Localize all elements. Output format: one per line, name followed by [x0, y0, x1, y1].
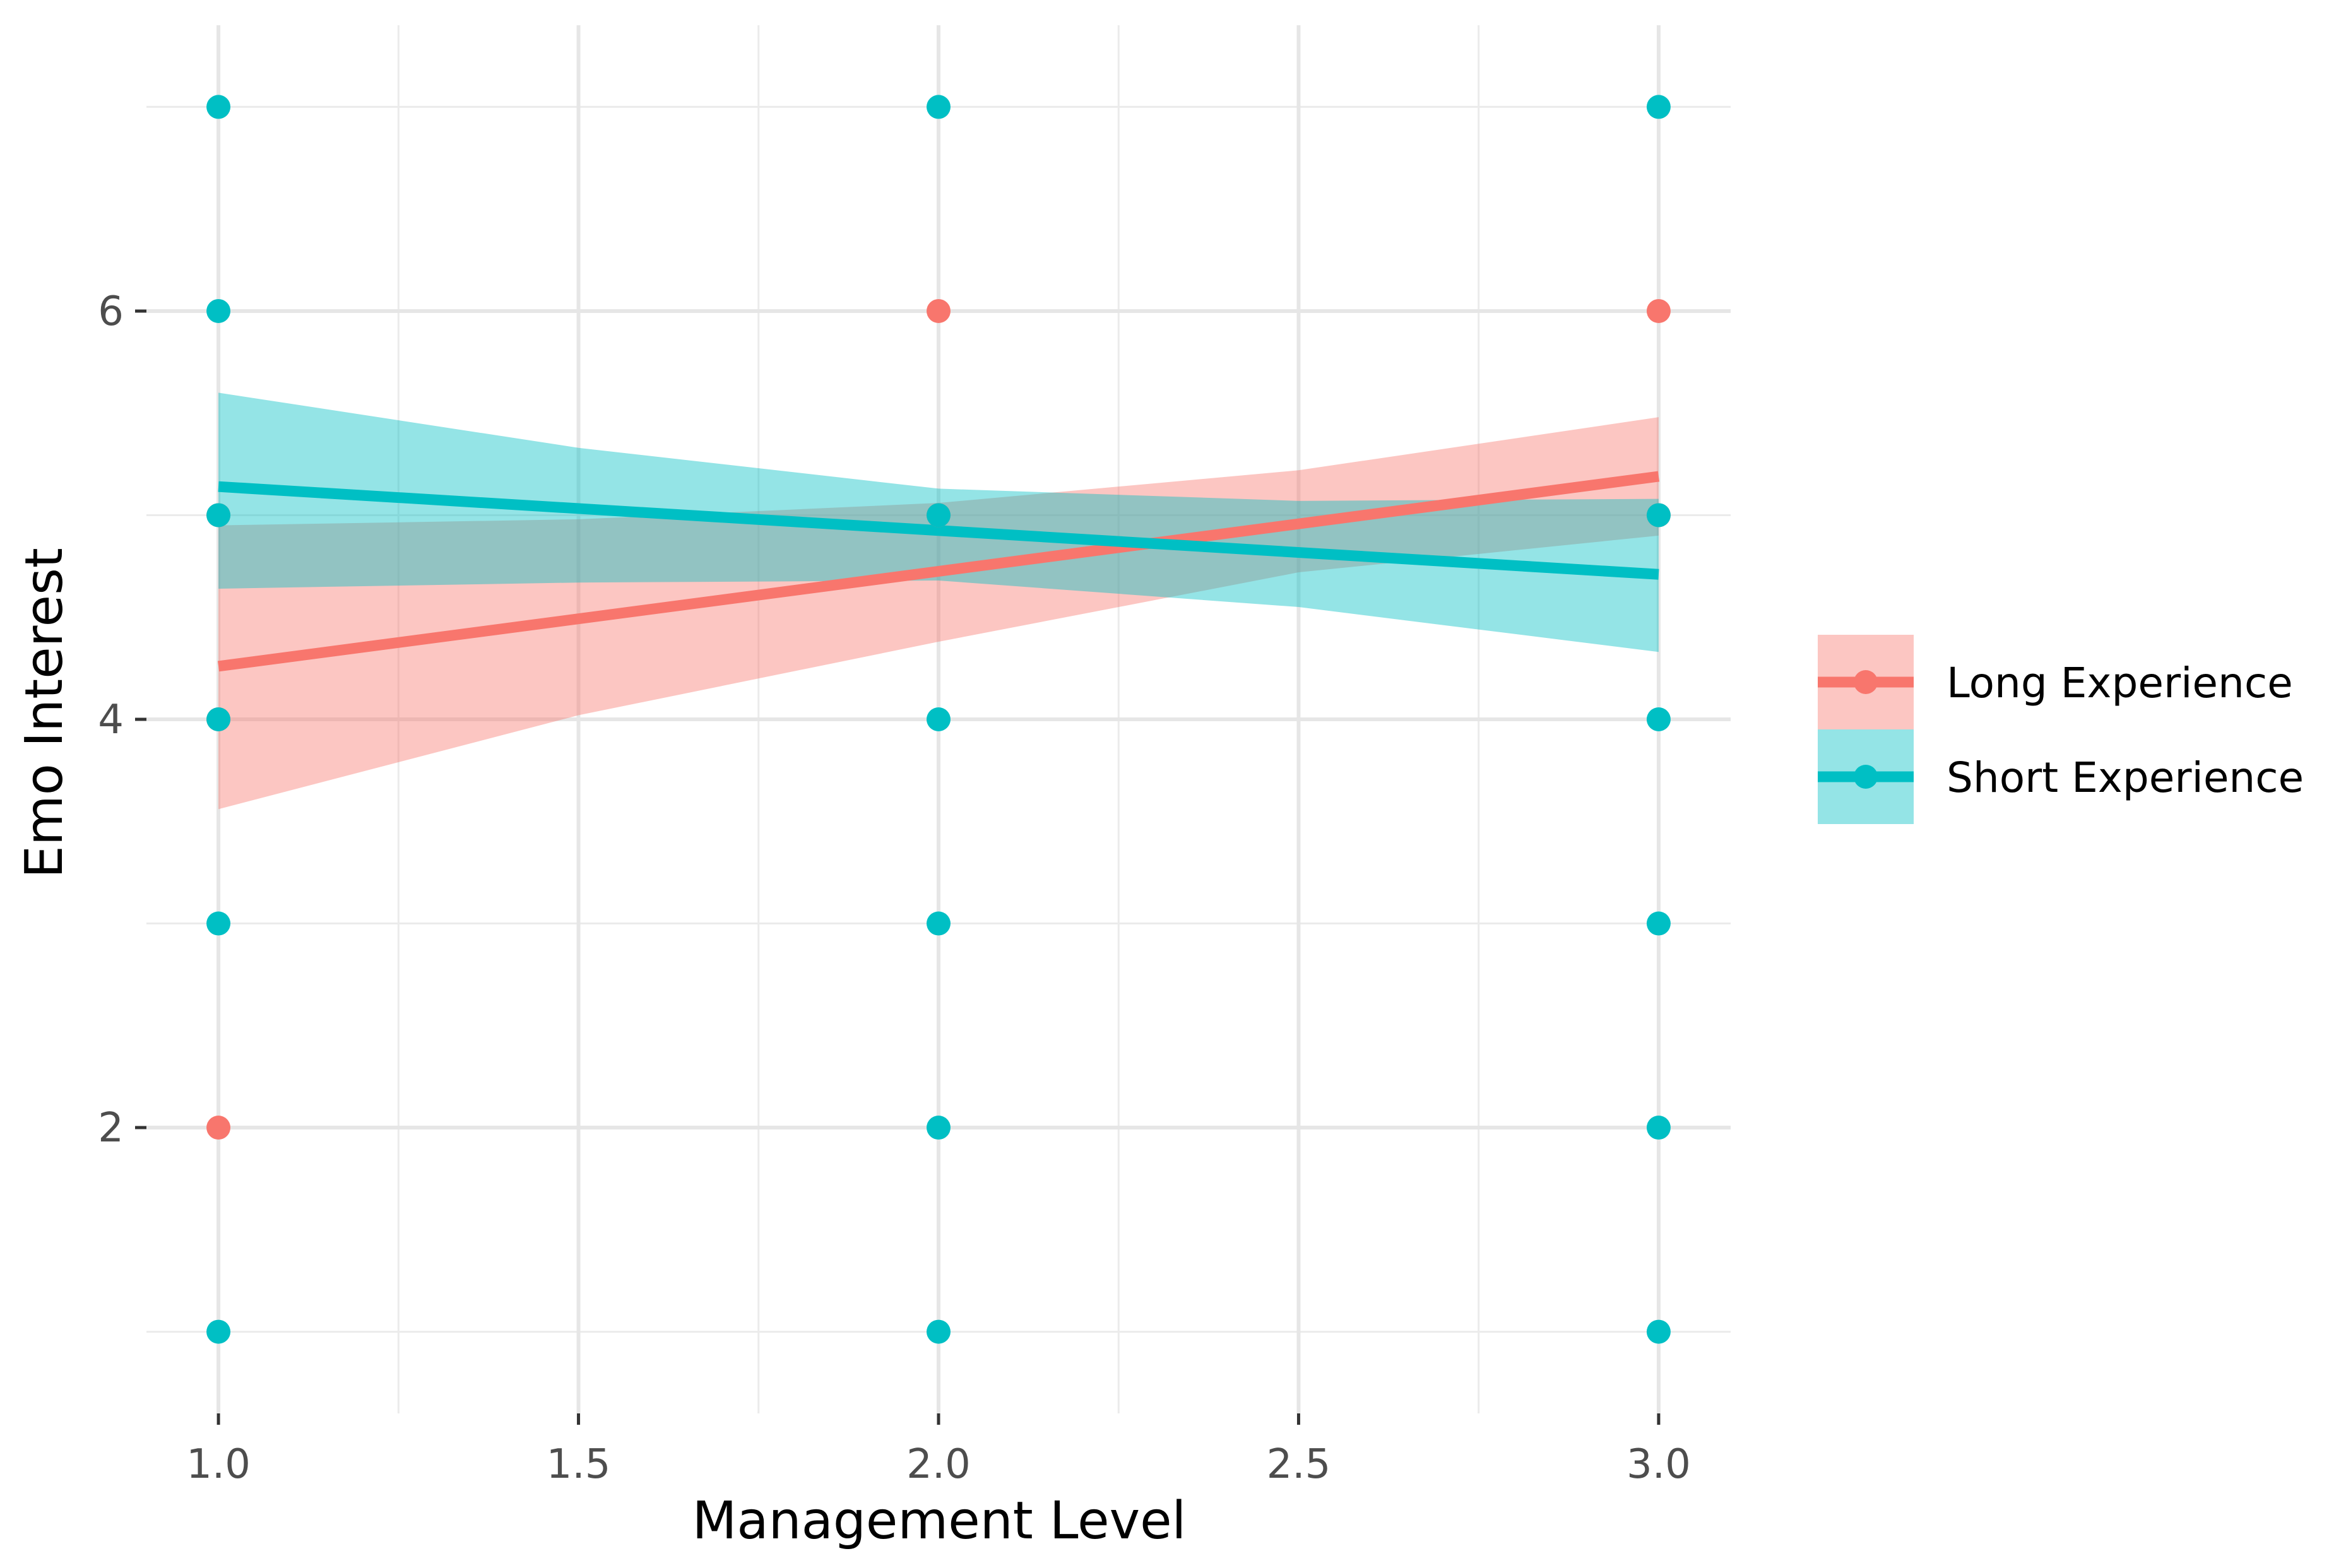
- data-point: [1646, 503, 1671, 528]
- data-point: [927, 298, 951, 323]
- data-point: [1646, 298, 1671, 323]
- data-point: [206, 298, 231, 323]
- data-point: [927, 1319, 951, 1344]
- y-tick-label: 4: [98, 697, 124, 743]
- y-axis-title: Emo Interest: [15, 548, 74, 878]
- fit-line: [217, 471, 1660, 672]
- x-tick-label: 1.5: [547, 1441, 611, 1488]
- data-point: [206, 95, 231, 119]
- data-point: [206, 1319, 231, 1344]
- x-axis-title: Management Level: [692, 1491, 1187, 1551]
- legend-label: Short Experience: [1947, 753, 2304, 802]
- y-tick-label: 2: [98, 1105, 124, 1152]
- data-point: [206, 707, 231, 731]
- data-point: [927, 503, 951, 528]
- data-point: [206, 503, 231, 528]
- x-tick-label: 2.5: [1267, 1441, 1331, 1488]
- fit-line: [218, 481, 1659, 580]
- data-point: [1646, 1116, 1671, 1140]
- data-point: [1646, 1319, 1671, 1344]
- legend-key-point: [1854, 765, 1878, 789]
- x-tick-label: 3.0: [1627, 1441, 1691, 1488]
- fit-lines: [217, 471, 1660, 672]
- y-axis-ticks: 2 4 6: [98, 288, 146, 1152]
- data-point: [927, 707, 951, 731]
- data-point: [206, 911, 231, 936]
- legend: Long Experience Short Experience: [1818, 635, 2304, 824]
- x-tick-label: 1.0: [186, 1441, 251, 1488]
- data-point: [927, 95, 951, 119]
- data-point: [1646, 707, 1671, 731]
- data-point: [927, 911, 951, 936]
- x-axis-ticks: 1.0 1.5 2.0 2.5 3.0: [186, 1413, 1691, 1488]
- confidence-band: [218, 417, 1659, 810]
- legend-key-point: [1854, 670, 1878, 694]
- y-tick-label: 6: [98, 288, 124, 335]
- x-tick-label: 2.0: [906, 1441, 971, 1488]
- data-point: [206, 1116, 231, 1140]
- data-point: [1646, 95, 1671, 119]
- legend-label: Long Experience: [1947, 659, 2293, 707]
- data-point: [1646, 911, 1671, 936]
- data-points: [206, 95, 1671, 1344]
- data-point: [927, 1116, 951, 1140]
